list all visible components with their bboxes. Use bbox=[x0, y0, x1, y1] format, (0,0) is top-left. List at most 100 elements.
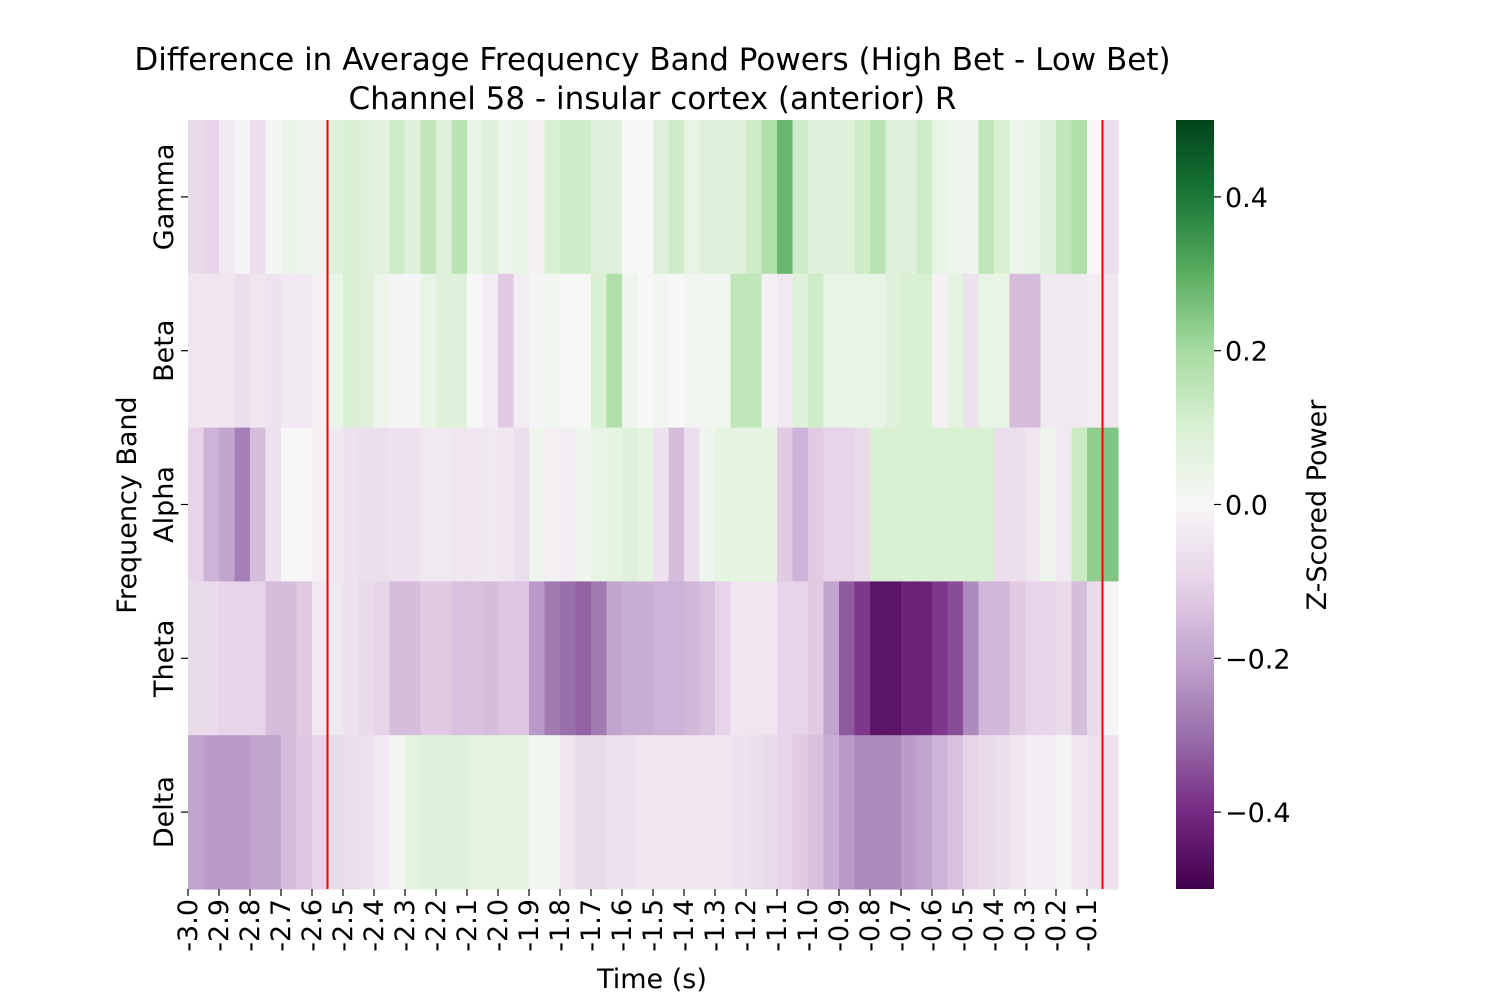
heatmap-cell bbox=[451, 427, 468, 582]
heatmap-cell bbox=[250, 120, 267, 275]
heatmap-cell bbox=[312, 120, 329, 275]
heatmap-cell bbox=[281, 120, 298, 275]
colorbar-tick-label: 0.0 bbox=[1225, 491, 1268, 522]
x-tick-label: -2.7 bbox=[266, 899, 297, 952]
heatmap-cell bbox=[978, 581, 995, 736]
heatmap-cell bbox=[777, 120, 794, 275]
heatmap-cell bbox=[482, 427, 499, 582]
x-tick-label: -1.9 bbox=[514, 899, 545, 952]
heatmap-cell bbox=[1025, 581, 1042, 736]
colorbar: 0.4 0.2 0.0 −0.2 −0.4 Z-Scored Power bbox=[1176, 120, 1333, 889]
heatmap-cell bbox=[932, 581, 949, 736]
heatmap-cell bbox=[1102, 120, 1119, 275]
heatmap-cell bbox=[281, 427, 298, 582]
heatmap-cell bbox=[808, 273, 825, 429]
heatmap-cell bbox=[777, 273, 794, 429]
heatmap-cell bbox=[730, 427, 747, 582]
heatmap-cell bbox=[870, 735, 887, 890]
heatmap-cell bbox=[436, 581, 453, 736]
heatmap-cell bbox=[1009, 581, 1026, 736]
heatmap-cell bbox=[219, 581, 236, 736]
heatmap-cell bbox=[1009, 427, 1026, 582]
heatmap-cell bbox=[947, 735, 964, 890]
heatmap-cell bbox=[994, 273, 1011, 429]
heatmap-cell bbox=[1009, 735, 1026, 890]
heatmap-cell bbox=[575, 735, 592, 890]
heatmap-cell bbox=[498, 581, 515, 736]
heatmap-cell bbox=[606, 120, 623, 275]
heatmap-cell bbox=[374, 427, 391, 582]
heatmap-cell bbox=[296, 581, 313, 736]
heatmap-cell bbox=[327, 120, 344, 275]
heatmap-cell bbox=[1009, 120, 1026, 275]
heatmap-cell bbox=[715, 581, 732, 736]
heatmap-cell bbox=[1056, 427, 1073, 582]
heatmap-cell bbox=[498, 273, 515, 429]
x-tick-label: -2.1 bbox=[452, 899, 483, 952]
heatmap-cells bbox=[188, 120, 1119, 890]
heatmap-cell bbox=[823, 120, 840, 275]
heatmap-cell bbox=[1087, 120, 1104, 275]
heatmap-cell bbox=[916, 120, 933, 275]
heatmap-cell bbox=[1056, 273, 1073, 429]
heatmap-cell bbox=[963, 120, 980, 275]
heatmap-cell bbox=[715, 120, 732, 275]
heatmap-cell bbox=[730, 120, 747, 275]
heatmap-cell bbox=[405, 120, 422, 275]
heatmap-cell bbox=[451, 273, 468, 429]
heatmap-cell bbox=[715, 273, 732, 429]
x-axis-ticks: -3.0 -2.9 -2.8 -2.7 -2.6 -2.5 -2.4 -2.3 -2.2 -2.1… bbox=[173, 889, 1103, 952]
heatmap-cell bbox=[405, 427, 422, 582]
x-tick-label: -0.7 bbox=[886, 899, 917, 952]
heatmap-cell bbox=[1040, 120, 1057, 275]
x-tick-label: -0.5 bbox=[948, 899, 979, 952]
heatmap-cell bbox=[296, 120, 313, 275]
heatmap-cell bbox=[1040, 273, 1057, 429]
heatmap-cell bbox=[482, 120, 499, 275]
heatmap-cell bbox=[668, 120, 685, 275]
heatmap-cell bbox=[777, 581, 794, 736]
heatmap-cell bbox=[374, 273, 391, 429]
y-tick-label: Beta bbox=[149, 320, 180, 382]
y-tick-label: Alpha bbox=[149, 466, 180, 543]
heatmap-cell bbox=[839, 273, 856, 429]
heatmap-cell bbox=[1056, 581, 1073, 736]
heatmap-cell bbox=[591, 427, 608, 582]
heatmap-cell bbox=[792, 427, 809, 582]
heatmap-cell bbox=[622, 581, 639, 736]
heatmap-cell bbox=[250, 427, 267, 582]
heatmap-cell bbox=[560, 427, 577, 582]
heatmap-cell bbox=[978, 427, 995, 582]
heatmap-cell bbox=[234, 273, 251, 429]
heatmap-cell bbox=[467, 427, 484, 582]
heatmap-cell bbox=[684, 427, 701, 582]
heatmap-cell bbox=[467, 273, 484, 429]
heatmap-cell bbox=[513, 273, 530, 429]
heatmap-cell bbox=[808, 735, 825, 890]
heatmap-cell bbox=[901, 273, 918, 429]
heatmap-cell bbox=[777, 427, 794, 582]
heatmap-cell bbox=[296, 735, 313, 890]
heatmap-cell bbox=[265, 273, 282, 429]
heatmap-cell bbox=[699, 427, 716, 582]
heatmap-cell bbox=[281, 735, 298, 890]
heatmap-cell bbox=[823, 273, 840, 429]
heatmap-cell bbox=[250, 581, 267, 736]
heatmap-cell bbox=[265, 427, 282, 582]
heatmap-cell bbox=[746, 735, 763, 890]
x-tick-label: -2.8 bbox=[235, 899, 266, 952]
heatmap-cell bbox=[389, 581, 406, 736]
heatmap-cell bbox=[854, 273, 871, 429]
heatmap-cell bbox=[730, 581, 747, 736]
heatmap-cell bbox=[482, 581, 499, 736]
heatmap-cell bbox=[746, 427, 763, 582]
heatmap-cell bbox=[668, 273, 685, 429]
heatmap-cell bbox=[203, 120, 220, 275]
heatmap-cell bbox=[343, 120, 360, 275]
x-tick-label: -1.3 bbox=[700, 899, 731, 952]
heatmap-cell bbox=[901, 427, 918, 582]
reference-lines bbox=[326, 120, 1104, 889]
heatmap-cell bbox=[1040, 427, 1057, 582]
x-tick-label: -2.3 bbox=[390, 899, 421, 952]
heatmap-cell bbox=[1040, 581, 1057, 736]
